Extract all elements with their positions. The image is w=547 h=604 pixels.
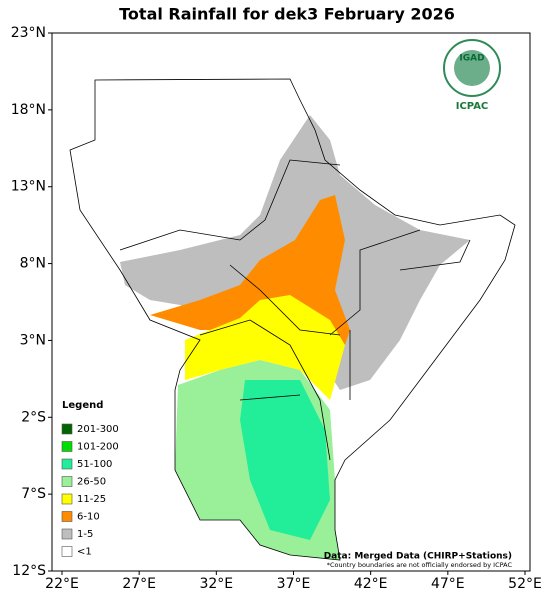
x-tick-label: 27°E <box>122 576 156 592</box>
legend-label: 51-100 <box>77 459 112 470</box>
legend-label: 26-50 <box>77 477 106 488</box>
y-tick-label: 8°N <box>20 256 46 272</box>
legend-swatch <box>61 511 73 522</box>
logo-bottom: ICPAC <box>456 101 489 112</box>
legend: 201-300 101-200 51-100 26-50 11-25 6-10 1-5 <1 <box>61 423 119 558</box>
legend-title: Legend <box>62 400 103 411</box>
yellow-area <box>185 295 345 400</box>
x-tick-label: 47°E <box>431 576 465 592</box>
legend-swatch <box>61 458 73 470</box>
source-note: Data: Merged Data (CHIRP+Stations) <box>324 552 512 562</box>
mid-green-area <box>240 380 330 540</box>
map-title: Total Rainfall for dek3 February 2026 <box>119 5 455 24</box>
legend-swatch <box>61 441 73 452</box>
legend-swatch <box>61 493 73 505</box>
y-tick-label: 12°S <box>12 563 46 579</box>
axis-ticks: 23°N 18°N 13°N 8°N 3°N 2°S 7°S 12°S22°E 27°E 32°E… <box>11 25 542 592</box>
x-tick-label: 37°E <box>277 576 311 592</box>
legend-label: <1 <box>77 547 92 558</box>
y-tick-label: 7°S <box>21 486 46 502</box>
logo: IGAD ICPAC <box>443 39 501 112</box>
legend-swatch <box>61 528 73 540</box>
legend-label: 11-25 <box>77 494 106 505</box>
x-tick-label: 32°E <box>199 576 233 592</box>
y-tick-label: 23°N <box>11 25 46 41</box>
y-tick-label: 13°N <box>11 179 46 195</box>
outer-border <box>69 78 516 561</box>
x-tick-label: 52°E <box>508 576 542 592</box>
disclaimer: *Country boundaries are not officially e… <box>327 561 513 569</box>
x-tick-label: 42°E <box>354 576 388 592</box>
legend-swatch <box>61 423 73 435</box>
logo-globe <box>454 50 490 86</box>
country-borders <box>69 78 516 561</box>
rainfall-fields <box>70 79 515 560</box>
legend-label: 6-10 <box>77 512 100 523</box>
legend-swatch <box>61 546 73 557</box>
x-tick-label: 22°E <box>45 576 79 592</box>
y-tick-label: 3°N <box>20 332 46 348</box>
y-tick-label: 2°S <box>21 409 46 425</box>
inner-borders <box>119 159 471 461</box>
legend-label: 1-5 <box>77 529 93 540</box>
legend-swatch <box>61 476 73 487</box>
y-tick-label: 18°N <box>11 102 46 118</box>
legend-label: 201-300 <box>77 424 119 435</box>
legend-label: 101-200 <box>77 442 119 453</box>
logo-top: IGAD <box>459 54 484 64</box>
